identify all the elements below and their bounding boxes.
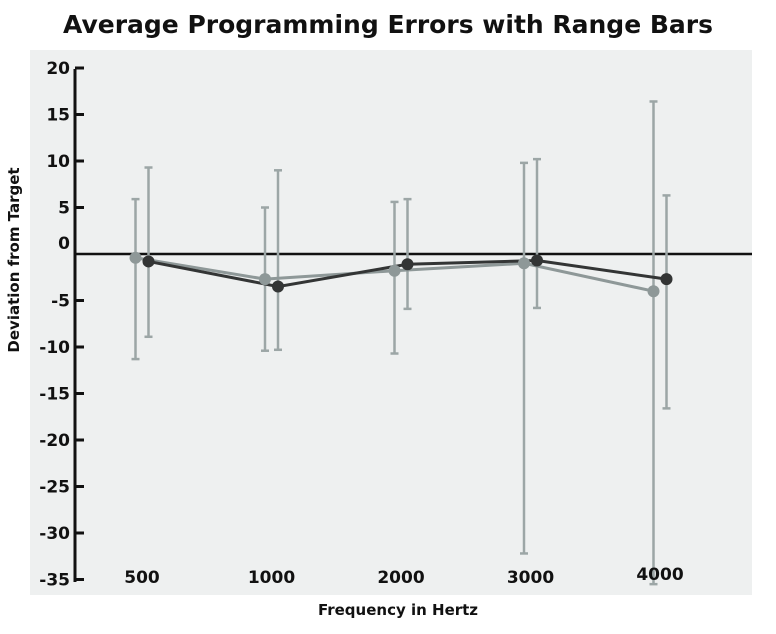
y-tick-label: -30 [39,524,70,544]
y-tick-label: 5 [58,199,70,219]
y-tick-label: -10 [39,338,70,358]
range-bar [662,194,671,410]
data-point [531,254,543,267]
y-tick-label: 20 [46,59,70,79]
y-tick-label: -35 [39,571,70,591]
y-tick-label: 10 [46,152,70,172]
range-bar [649,100,658,586]
plot-background [30,50,752,595]
data-point [259,273,271,286]
data-point [142,255,155,268]
y-tick-label: -20 [39,431,70,451]
x-tick-label: 500 [124,568,160,588]
range-bar [403,197,412,311]
data-point [647,285,660,298]
range-bar [390,200,399,355]
range-bar [131,197,140,361]
range-bar [274,169,282,352]
y-tick-label: -15 [39,385,70,405]
data-point [518,257,530,270]
x-tick-label: 4000 [636,565,683,585]
range-bar [144,166,153,339]
data-point [401,258,414,271]
x-axis-label: Frequency in Hertz [318,601,478,619]
y-tick-label: 15 [46,106,70,126]
data-point [388,264,401,277]
range-bar [533,157,541,310]
x-tick-label: 2000 [377,568,424,588]
data-point [660,273,673,286]
y-tick-label: -25 [39,478,70,498]
x-tick-label: 1000 [248,568,295,588]
data-point [272,280,284,293]
y-axis-label: Deviation from Target [5,167,23,352]
data-point [129,251,142,264]
y-tick-label: -5 [51,292,70,312]
x-tick-label: 3000 [507,568,554,588]
chart-title: Average Programming Errors with Range Ba… [63,10,713,39]
y-tick-label: 0 [58,234,70,254]
range-bar [520,161,528,555]
